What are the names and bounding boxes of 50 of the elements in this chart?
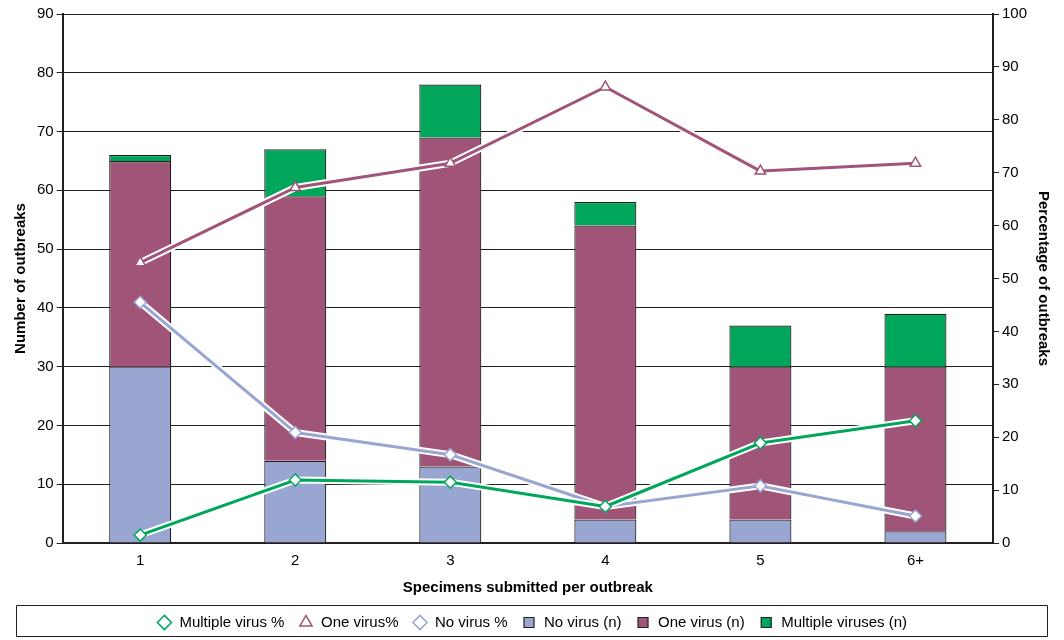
point [133,295,147,310]
point [443,475,458,489]
y-tick-label: 90 [37,4,54,22]
point [133,528,147,542]
point [443,447,458,462]
legend-label: Multiple virus % [179,612,285,630]
y-tick-label: 60 [37,180,54,198]
legend-label: One virus% [320,612,399,630]
legend-label: No virus (n) [544,612,622,630]
y2-tick-label: 0 [1001,533,1011,551]
point [754,164,767,175]
y2-tick-label: 80 [1001,109,1019,127]
legend-label: Multiple viruses (n) [781,612,908,630]
y-tick-label: 20 [37,415,54,433]
y2-tick-label: 50 [1001,268,1019,286]
point [909,156,922,167]
point [753,479,768,493]
y-tick-label: 40 [37,298,54,316]
y2-tick-label: 100 [1001,4,1027,22]
y-tick-label: 50 [37,239,54,257]
legend-label: One virus (n) [658,612,745,630]
point [908,414,923,428]
y2-tick-label: 70 [1001,162,1019,180]
x-tick-label: 5 [756,551,765,569]
point [753,436,768,450]
y2-tick-label: 30 [1001,374,1019,392]
point [288,425,303,440]
legend-label: No virus % [434,612,508,630]
point [288,473,303,487]
point [599,80,612,91]
y2-tick-label: 90 [1001,57,1019,75]
y-tick-label: 10 [37,474,54,492]
y2-tick-label: 10 [1001,480,1019,498]
y-tick-label: 70 [37,121,54,139]
x-tick-label: 1 [136,551,145,569]
y2-axis-title: Percentage of outbreaks [1035,190,1053,367]
y-tick-label: 80 [37,62,54,80]
y2-tick-label: 60 [1001,215,1019,233]
x-tick-label: 4 [601,551,610,569]
x-tick-label: 2 [291,551,300,569]
y2-tick-label: 40 [1001,321,1019,339]
x-tick-label: 6+ [906,551,925,569]
y2-tick-label: 20 [1001,427,1019,445]
point [908,509,923,523]
x-tick-label: 3 [446,551,455,569]
point [289,180,302,192]
y-tick-label: 0 [45,533,54,551]
x-axis-title: Specimens submitted per outbreak [402,578,654,596]
y-axis-title: Number of outbreaks [11,203,29,354]
y-tick-label: 30 [37,356,54,374]
